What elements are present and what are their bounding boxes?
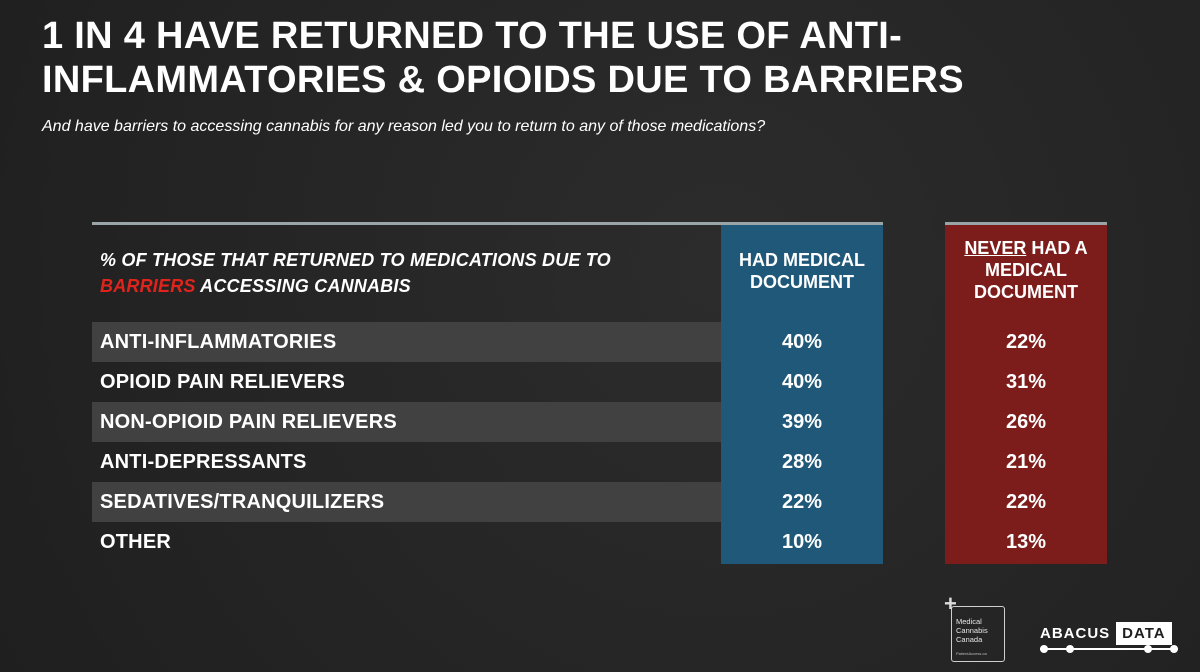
value-had-medical-document: 40% [781, 331, 823, 353]
mcc-logo-line3: Canada [956, 635, 983, 644]
mcc-logo-text: Medical Cannabis Canada [956, 617, 1004, 644]
table-body: ANTI-INFLAMMATORIES 40% 22% OPIOID PAIN REL… [92, 322, 1108, 562]
abacus-data-logo: ABACUS DATA [1036, 618, 1182, 653]
column-header-never: NEVER HAD A MEDICAL DOCUMENT [945, 237, 1107, 303]
abacus-logo-bead [1066, 645, 1074, 653]
abacus-logo-part2: DATA [1116, 621, 1172, 645]
row-shade [92, 522, 721, 562]
value-never-had-medical-document: 26% [1005, 411, 1047, 433]
table-header-label: % OF THOSE THAT RETURNED TO MEDICATIONS … [100, 247, 700, 299]
value-never-had-medical-document: 13% [1005, 531, 1047, 553]
row-label: OPIOID PAIN RELIEVERS [100, 371, 345, 393]
abacus-logo-bead [1170, 645, 1178, 653]
abacus-logo-bead [1144, 645, 1152, 653]
row-label: NON-OPIOID PAIN RELIEVERS [100, 411, 397, 433]
header-label-part1: % OF THOSE THAT RETURNED TO MEDICATIONS … [100, 250, 611, 270]
column-never-had-medical-document: NEVER HAD A MEDICAL DOCUMENT [945, 222, 1107, 564]
value-never-had-medical-document: 31% [1005, 371, 1047, 393]
table-row: OTHER 10% 13% [92, 522, 1108, 562]
mcc-logo-line1: Medical [956, 617, 982, 626]
abacus-logo-part1: ABACUS [1040, 624, 1111, 642]
value-had-medical-document: 40% [781, 371, 823, 393]
column-header-had: HAD MEDICAL DOCUMENT [739, 250, 865, 292]
header-label-highlight: BARRIERS [100, 276, 196, 296]
medical-cannabis-canada-logo: + Medical Cannabis Canada PatientAccess.… [944, 593, 1005, 662]
abacus-logo-bead [1040, 645, 1048, 653]
value-never-had-medical-document: 21% [1005, 451, 1047, 473]
plus-icon: + [944, 591, 957, 616]
table-row: SEDATIVES/TRANQUILIZERS 22% 22% [92, 482, 1108, 522]
table-row: ANTI-DEPRESSANTS 28% 21% [92, 442, 1108, 482]
row-shade [92, 322, 721, 362]
value-never-had-medical-document: 22% [1005, 491, 1047, 513]
page-subtitle: And have barriers to accessing cannabis … [42, 118, 766, 135]
abacus-logo-rule [1040, 648, 1178, 650]
column-header-never-emphasis: NEVER [964, 238, 1027, 258]
table-row: OPIOID PAIN RELIEVERS 40% 31% [92, 362, 1108, 402]
row-shade [92, 402, 721, 442]
value-had-medical-document: 10% [781, 531, 823, 553]
value-never-had-medical-document: 22% [1005, 331, 1047, 353]
column-header-never-rest: HAD A MEDICAL DOCUMENT [974, 238, 1088, 302]
results-table: % OF THOSE THAT RETURNED TO MEDICATIONS … [92, 222, 1108, 564]
value-had-medical-document: 39% [781, 411, 823, 433]
column-had-medical-document: HAD MEDICAL DOCUMENT [721, 222, 883, 564]
table-row: ANTI-INFLAMMATORIES 40% 22% [92, 322, 1108, 362]
row-label: ANTI-DEPRESSANTS [100, 451, 307, 473]
mcc-logo-url: PatientAccess.ca [956, 651, 987, 656]
value-had-medical-document: 22% [781, 491, 823, 513]
row-label: OTHER [100, 531, 171, 553]
header-label-part2: ACCESSING CANNABIS [200, 276, 411, 296]
mcc-logo-line2: Cannabis [956, 626, 988, 635]
row-label: SEDATIVES/TRANQUILIZERS [100, 491, 385, 513]
table-header-label-cell: % OF THOSE THAT RETURNED TO MEDICATIONS … [92, 222, 721, 322]
value-had-medical-document: 28% [781, 451, 823, 473]
page-title: 1 IN 4 HAVE RETURNED TO THE USE OF ANTI-… [42, 15, 964, 101]
row-label: ANTI-INFLAMMATORIES [100, 331, 337, 353]
table-row: NON-OPIOID PAIN RELIEVERS 39% 26% [92, 402, 1108, 442]
row-shade [92, 482, 721, 522]
